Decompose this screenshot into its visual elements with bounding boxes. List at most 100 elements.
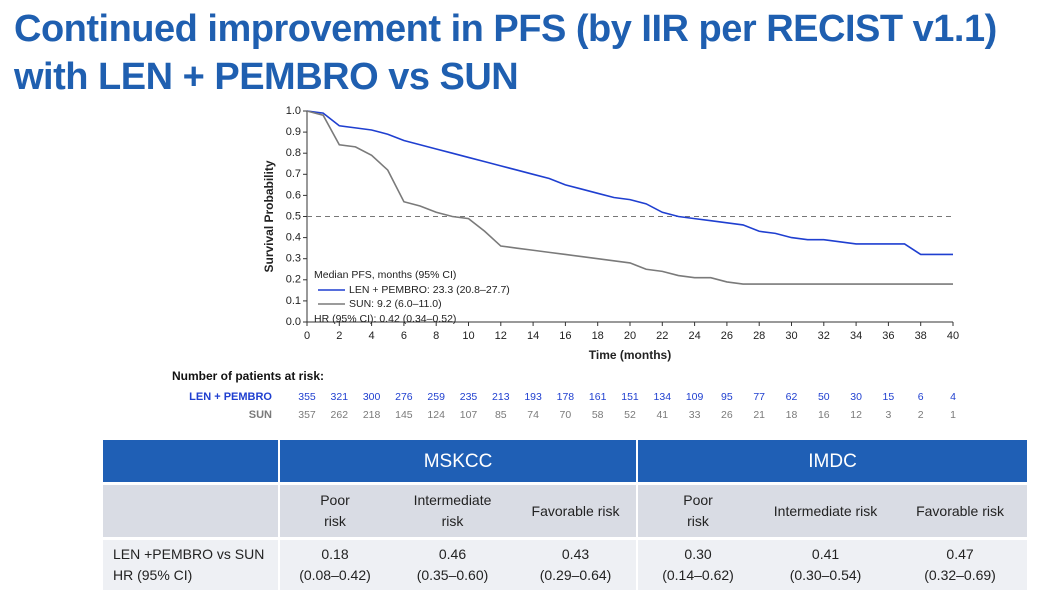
at-risk-count: 235	[460, 391, 478, 403]
at-risk-count: 3	[885, 409, 891, 421]
at-risk-count: 178	[557, 391, 575, 403]
at-risk-label: LEN + PEMBRO	[189, 391, 272, 403]
at-risk-count: 12	[850, 409, 862, 421]
at-risk-title: Number of patients at risk:	[172, 369, 324, 383]
chart: 0.00.10.20.30.40.50.60.70.80.91.00 2 4 6 8 10…	[172, 105, 959, 421]
y-axis-label: Survival Probability	[262, 160, 276, 272]
row-label: LEN +PEMBRO vs SUN HR (95% CI)	[103, 540, 278, 590]
at-risk-count: 18	[786, 409, 798, 421]
at-risk-count: 95	[721, 391, 733, 403]
hr-value: 0.46 (0.35–0.60)	[390, 540, 515, 590]
y-tick-label: 0.4	[286, 232, 301, 244]
y-tick-label: 0.9	[286, 126, 301, 138]
at-risk-count: 15	[883, 391, 895, 403]
x-tick-label: 10	[462, 330, 474, 342]
x-tick-label: 4	[369, 330, 375, 342]
x-tick-label: 26	[721, 330, 733, 342]
hr-table: MSKCC IMDC Poor risk Intermediate risk Fav…	[103, 437, 1028, 593]
subheader: Poor risk	[278, 485, 390, 537]
at-risk-count: 77	[753, 391, 765, 403]
at-risk-count: 85	[495, 409, 507, 421]
x-tick-label: 12	[495, 330, 507, 342]
group-row: MSKCC IMDC	[103, 440, 1028, 482]
at-risk-count: 30	[850, 391, 862, 403]
y-tick-label: 0.7	[286, 168, 301, 180]
at-risk-count: 107	[460, 409, 478, 421]
at-risk-label: SUN	[249, 409, 272, 421]
at-risk-count: 2	[918, 409, 924, 421]
at-risk-count: 259	[427, 391, 445, 403]
at-risk-count: 124	[427, 409, 445, 421]
cell	[103, 485, 278, 537]
x-tick-label: 34	[850, 330, 862, 342]
at-risk-count: 321	[331, 391, 349, 403]
slide-title: Continued improvement in PFS (by IIR per…	[14, 8, 997, 50]
at-risk-count: 109	[686, 391, 704, 403]
at-risk-count: 4	[950, 391, 956, 403]
x-tick-label: 18	[592, 330, 604, 342]
x-tick-label: 32	[818, 330, 830, 342]
x-axis-label: Time (months)	[589, 348, 671, 362]
subheader-row: Poor risk Intermediate risk Favorable risk…	[103, 485, 1028, 537]
at-risk-count: 21	[753, 409, 765, 421]
x-tick-label: 14	[527, 330, 539, 342]
at-risk-count: 50	[818, 391, 830, 403]
hr-value: 0.47 (0.32–0.69)	[893, 540, 1028, 590]
legend-entry: SUN: 9.2 (6.0–11.0)	[349, 298, 442, 310]
at-risk-count: 218	[363, 409, 381, 421]
subheader: Favorable risk	[515, 485, 637, 537]
at-risk-count: 6	[918, 391, 924, 403]
at-risk-count: 193	[524, 391, 542, 403]
at-risk-count: 355	[298, 391, 316, 403]
group-header: MSKCC	[278, 440, 637, 482]
x-tick-label: 28	[753, 330, 765, 342]
x-tick-label: 30	[785, 330, 797, 342]
at-risk-count: 161	[589, 391, 607, 403]
at-risk-count: 16	[818, 409, 830, 421]
y-tick-label: 0.1	[286, 295, 301, 307]
legend-entry: LEN + PEMBRO: 23.3 (20.8–27.7)	[349, 284, 510, 296]
at-risk-count: 58	[592, 409, 604, 421]
slide-title: with LEN + PEMBRO vs SUN	[14, 56, 519, 98]
x-tick-label: 36	[882, 330, 894, 342]
x-tick-label: 40	[947, 330, 959, 342]
at-risk-count: 33	[689, 409, 701, 421]
y-tick-label: 0.0	[286, 316, 301, 328]
x-tick-label: 24	[688, 330, 700, 342]
legend-note: HR (95% CI): 0.42 (0.34–0.52)	[314, 313, 456, 325]
at-risk-count: 74	[527, 409, 539, 421]
y-tick-label: 0.2	[286, 274, 301, 286]
cell	[103, 440, 278, 482]
at-risk-count: 41	[656, 409, 668, 421]
at-risk-count: 213	[492, 391, 510, 403]
subheader: Intermediate risk	[758, 485, 894, 537]
at-risk-count: 1	[950, 409, 956, 421]
y-tick-label: 0.6	[286, 189, 301, 201]
x-tick-label: 6	[401, 330, 407, 342]
y-tick-label: 0.8	[286, 147, 301, 159]
x-tick-label: 38	[915, 330, 927, 342]
at-risk-count: 62	[786, 391, 798, 403]
at-risk-count: 262	[331, 409, 349, 421]
subheader: Favorable risk	[893, 485, 1028, 537]
group-header: IMDC	[636, 440, 1028, 482]
legend-title: Median PFS, months (95% CI)	[314, 269, 456, 281]
at-risk-count: 145	[395, 409, 413, 421]
x-tick-label: 20	[624, 330, 636, 342]
at-risk-count: 70	[560, 409, 572, 421]
at-risk-count: 26	[721, 409, 733, 421]
at-risk-count: 276	[395, 391, 413, 403]
at-risk-count: 300	[363, 391, 381, 403]
hr-value: 0.30 (0.14–0.62)	[636, 540, 759, 590]
y-tick-label: 0.5	[286, 210, 301, 222]
x-tick-label: 8	[433, 330, 439, 342]
hr-value: 0.41 (0.30–0.54)	[758, 540, 894, 590]
x-tick-label: 22	[656, 330, 668, 342]
data-row: LEN +PEMBRO vs SUN HR (95% CI) 0.18 (0.08…	[103, 540, 1028, 590]
x-tick-label: 16	[559, 330, 571, 342]
at-risk-count: 151	[621, 391, 639, 403]
at-risk-count: 357	[298, 409, 316, 421]
x-tick-label: 0	[304, 330, 310, 342]
hr-value: 0.18 (0.08–0.42)	[278, 540, 390, 590]
